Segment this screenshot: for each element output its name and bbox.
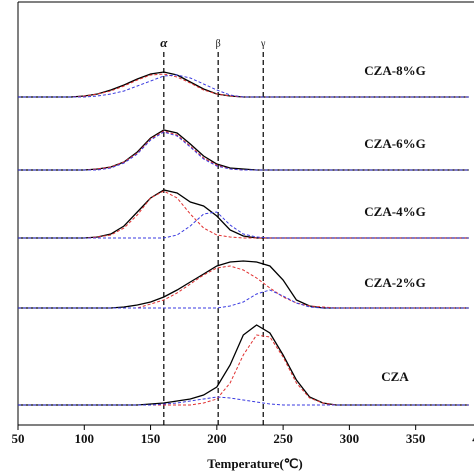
x-tick-label: 350: [406, 431, 426, 446]
curve: [18, 289, 469, 309]
panel-label: CZA-4%G: [364, 204, 425, 219]
x-tick-label: 200: [207, 431, 227, 446]
curve: [18, 396, 469, 406]
annotation: α: [160, 35, 168, 50]
x-tick-label: 50: [12, 431, 25, 446]
x-tick-label: 250: [273, 431, 293, 446]
x-axis-label: Temperature(℃): [207, 456, 302, 471]
panel-label: CZA-6%G: [364, 136, 425, 151]
x-tick-label: 150: [141, 431, 161, 446]
annotation: γ: [260, 38, 266, 49]
panel-label: CZA-8%G: [364, 63, 425, 78]
curve: [18, 324, 469, 406]
panel-label: CZA-2%G: [364, 275, 425, 290]
curve: [18, 211, 469, 239]
curve: [18, 73, 469, 98]
x-tick-label: 400: [472, 431, 474, 446]
x-tick-label: 100: [75, 431, 95, 446]
x-tick-label: 300: [340, 431, 360, 446]
curve: [18, 130, 469, 171]
curve: [18, 131, 469, 171]
curve: [18, 74, 469, 98]
annotation: β: [216, 38, 221, 49]
panel-label: CZA: [381, 369, 409, 384]
